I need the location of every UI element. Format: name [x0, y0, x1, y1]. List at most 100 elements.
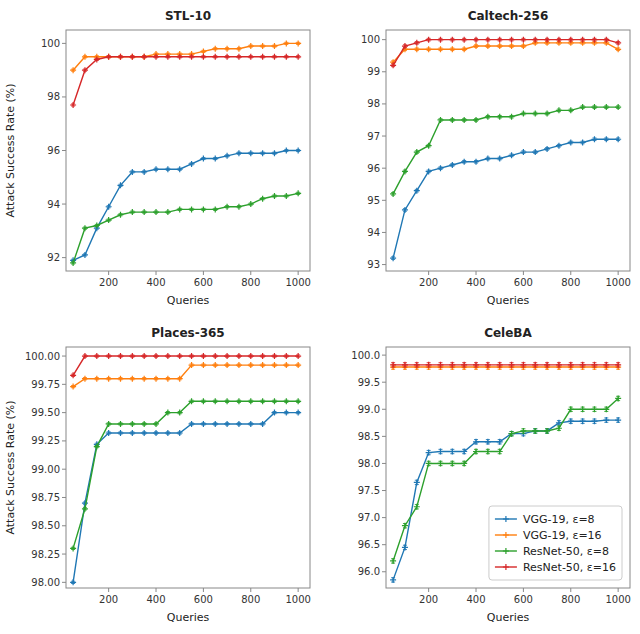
point-marker [236, 362, 242, 368]
point-marker [189, 353, 195, 359]
point-marker [461, 117, 467, 123]
y-tick-label: 98 [367, 98, 380, 109]
point-marker [200, 48, 206, 54]
point-marker [390, 255, 396, 261]
point-marker [82, 67, 88, 73]
x-tick-label: 600 [194, 277, 213, 288]
point-marker [556, 107, 562, 113]
legend-marker [503, 516, 509, 522]
point-marker [473, 439, 479, 445]
point-marker [70, 372, 76, 378]
plot-area [390, 37, 621, 262]
point-marker [117, 353, 123, 359]
point-marker [426, 450, 432, 456]
point-marker [236, 421, 242, 427]
x-tick-label: 1000 [605, 277, 630, 288]
error-bar [498, 363, 502, 367]
point-marker [224, 153, 230, 159]
error-bar [569, 363, 573, 367]
point-marker [591, 136, 597, 142]
error-bar [616, 418, 620, 422]
error-bar [450, 449, 454, 453]
error-bar [427, 450, 431, 454]
point-marker [426, 143, 432, 149]
point-marker [532, 149, 538, 155]
x-tick [203, 271, 204, 275]
y-tick [62, 525, 66, 526]
x-tick-label: 800 [241, 594, 260, 605]
point-marker [212, 421, 218, 427]
y-tick [382, 463, 386, 464]
point-marker [426, 460, 432, 466]
error-bar [427, 363, 431, 367]
point-marker [437, 362, 443, 368]
point-marker [568, 418, 574, 424]
subplot: 200400600800100092949698100STL-10Queries… [4, 9, 311, 307]
series-line [393, 40, 618, 66]
y-tick-label: 98.5 [358, 431, 380, 442]
figure: 200400600800100092949698100STL-10Queries… [0, 0, 640, 634]
point-marker [189, 206, 195, 212]
point-marker [117, 182, 123, 188]
x-tick-label: 400 [146, 277, 165, 288]
y-tick-label: 93 [367, 259, 380, 270]
series-line [73, 151, 298, 261]
x-tick [156, 588, 157, 592]
point-marker [568, 362, 574, 368]
point-marker [390, 62, 396, 68]
x-tick-label: 200 [419, 277, 438, 288]
error-bar [450, 461, 454, 465]
point-marker [248, 54, 254, 60]
x-tick-label: 600 [194, 594, 213, 605]
point-marker [414, 46, 420, 52]
x-tick-label: 400 [466, 594, 485, 605]
point-marker [236, 150, 242, 156]
point-marker [437, 165, 443, 171]
point-marker [153, 421, 159, 427]
point-marker [532, 362, 538, 368]
error-bar [604, 363, 608, 367]
point-marker [153, 54, 159, 60]
point-marker [485, 439, 491, 445]
point-marker [437, 449, 443, 455]
point-marker [497, 362, 503, 368]
error-bar [391, 559, 395, 563]
x-tick-label: 200 [99, 277, 118, 288]
x-tick-label: 600 [514, 594, 533, 605]
error-bar [486, 363, 490, 367]
point-marker [509, 37, 515, 43]
point-marker [532, 37, 538, 43]
point-marker [129, 376, 135, 382]
point-marker [248, 362, 254, 368]
point-marker [129, 430, 135, 436]
y-tick-label: 99 [367, 66, 380, 77]
point-marker [153, 376, 159, 382]
error-bar [557, 421, 561, 425]
series-line [73, 401, 298, 548]
error-bar [592, 407, 596, 411]
point-marker [402, 207, 408, 213]
point-marker [248, 150, 254, 156]
point-marker [236, 54, 242, 60]
x-axis-label: Queries [167, 294, 210, 307]
subplot-title: Caltech-256 [468, 9, 549, 23]
subplot-title: STL-10 [165, 9, 211, 23]
error-bar [557, 426, 561, 430]
point-marker [414, 40, 420, 46]
point-marker [200, 54, 206, 60]
plot-area [390, 362, 621, 583]
point-marker [70, 102, 76, 108]
point-marker [200, 421, 206, 427]
error-bar [415, 505, 419, 509]
point-marker [248, 201, 254, 207]
point-marker [129, 54, 135, 60]
error-bar [438, 461, 442, 465]
point-marker [426, 37, 432, 43]
series [70, 362, 301, 389]
error-bar [592, 363, 596, 367]
y-tick [62, 356, 66, 357]
point-marker [390, 558, 396, 564]
point-marker [177, 430, 183, 436]
series [70, 190, 301, 266]
point-marker [165, 166, 171, 172]
